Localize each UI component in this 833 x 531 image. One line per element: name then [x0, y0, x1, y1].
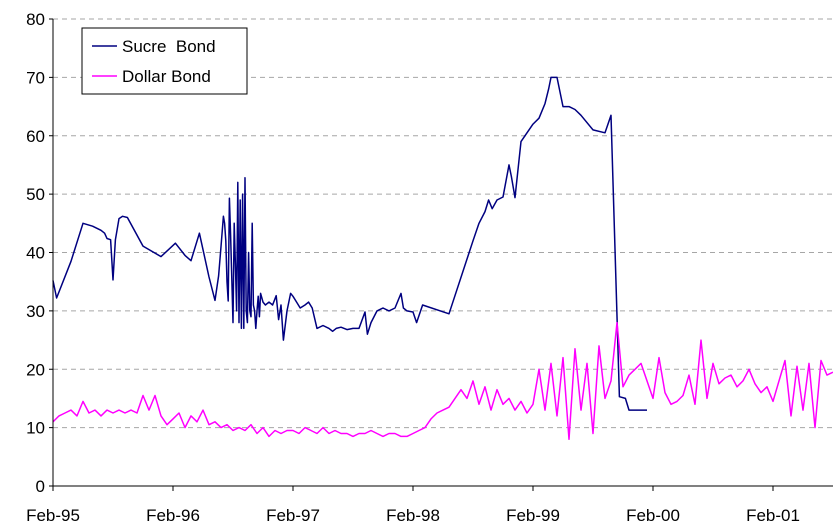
legend-label-sucre-bond: Sucre Bond: [122, 37, 216, 56]
y-tick-label-20: 20: [26, 360, 45, 379]
y-tick-label-30: 30: [26, 302, 45, 321]
x-tick-label-feb-95: Feb-95: [26, 506, 80, 525]
legend: Sucre Bond Dollar Bond: [81, 27, 248, 95]
series-lines: [52, 76, 833, 441]
series-line-sucre-bond: [52, 76, 647, 411]
y-tick-label-0: 0: [36, 477, 45, 496]
x-tick-label-feb-96: Feb-96: [146, 506, 200, 525]
y-tick-label-50: 50: [26, 185, 45, 204]
x-tick-label-feb-99: Feb-99: [506, 506, 560, 525]
x-tick-label-feb-01: Feb-01: [746, 506, 800, 525]
legend-label-dollar-bond: Dollar Bond: [122, 67, 211, 86]
y-tick-label-80: 80: [26, 10, 45, 29]
x-tick-label-feb-97: Feb-97: [266, 506, 320, 525]
legend-box: [81, 27, 248, 95]
series-line-dollar-bond: [52, 321, 833, 441]
x-tick-labels: Feb-95 Feb-96 Feb-97 Feb-98 Feb-99 Feb-00 Feb-…: [26, 486, 800, 525]
y-tick-label-40: 40: [26, 244, 45, 263]
x-tick-label-feb-98: Feb-98: [386, 506, 440, 525]
y-tick-label-10: 10: [26, 419, 45, 438]
y-tick-label-60: 60: [26, 127, 45, 146]
y-tick-labels: 0 10 20 30 40 50 60 70 80: [26, 10, 53, 496]
y-tick-label-70: 70: [26, 68, 45, 87]
x-tick-label-feb-00: Feb-00: [626, 506, 680, 525]
